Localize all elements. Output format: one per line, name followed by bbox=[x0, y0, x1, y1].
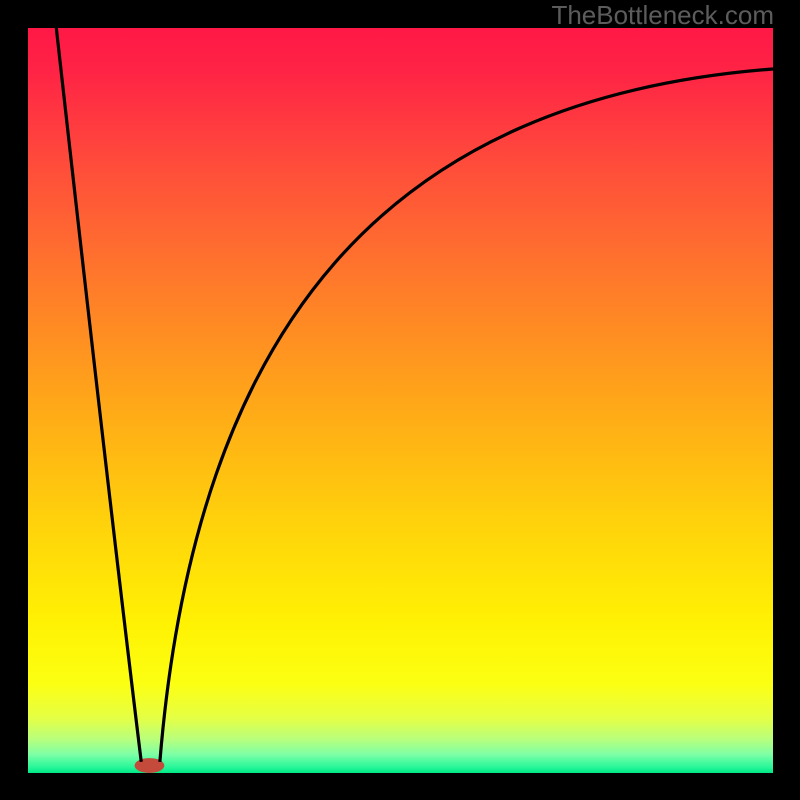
plot-area bbox=[28, 28, 773, 773]
watermark-text: TheBottleneck.com bbox=[551, 0, 774, 31]
chart-container: TheBottleneck.com bbox=[0, 0, 800, 800]
left-branch-curve bbox=[56, 28, 141, 762]
curve-layer bbox=[28, 28, 773, 773]
right-branch-curve bbox=[160, 69, 773, 762]
